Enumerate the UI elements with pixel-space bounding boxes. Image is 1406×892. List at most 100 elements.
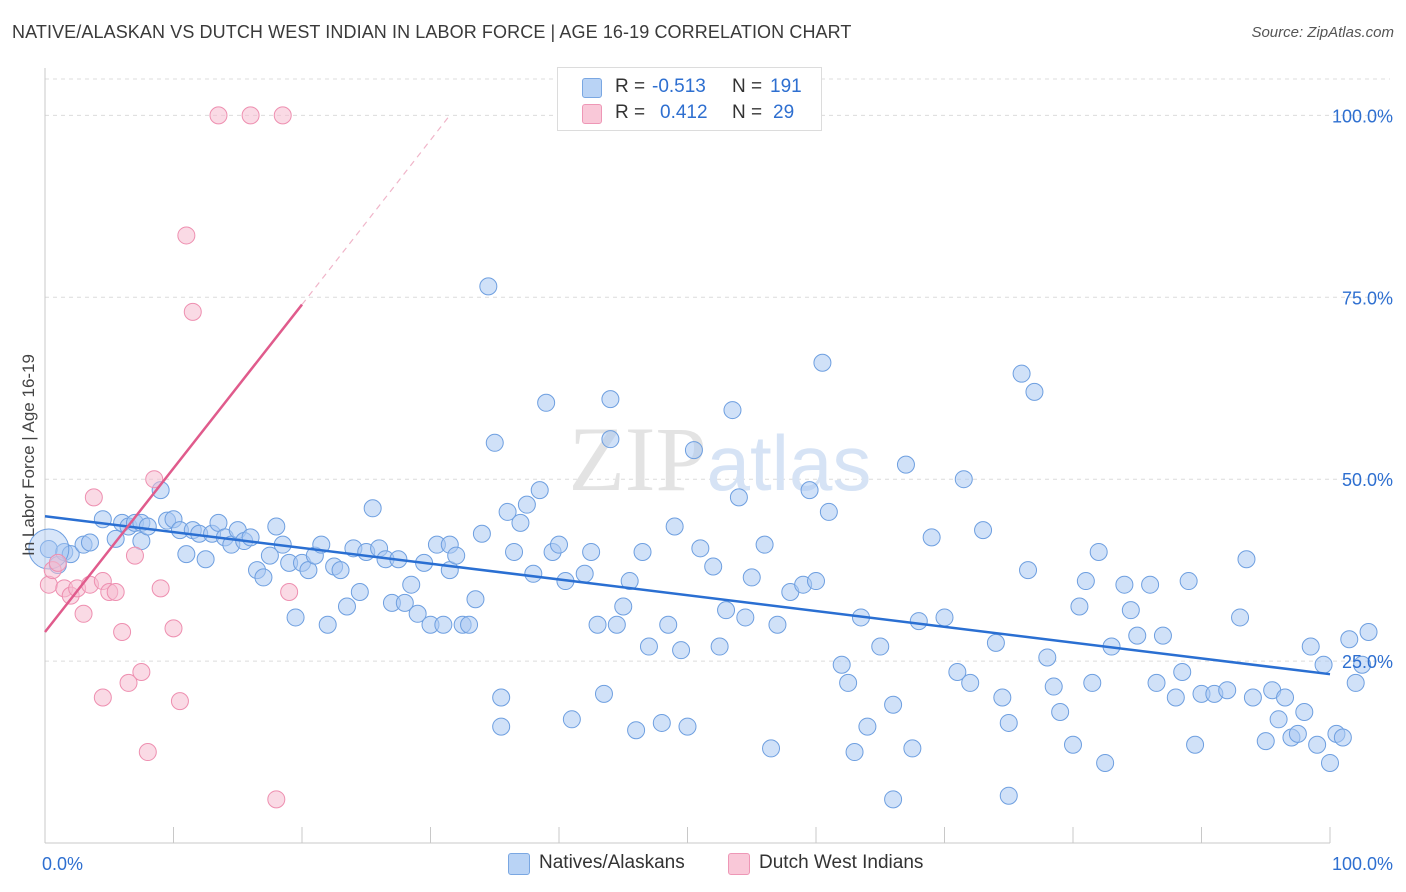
data-point-natives <box>588 615 607 634</box>
data-point-natives <box>678 717 697 736</box>
y-tick-label: 25.0% <box>1342 652 1393 672</box>
data-point-dutch <box>132 663 151 682</box>
data-point-natives <box>485 433 504 452</box>
data-point-natives <box>286 608 305 627</box>
data-point-natives <box>948 663 967 682</box>
data-point-natives <box>839 673 858 692</box>
data-point-natives <box>395 593 414 612</box>
data-point-natives <box>267 517 286 536</box>
x-tick-label-min: 0.0% <box>42 854 83 874</box>
data-point-natives <box>935 608 954 627</box>
trend-line-natives <box>44 515 1331 676</box>
data-point-natives <box>350 582 369 601</box>
data-point-natives <box>177 545 196 564</box>
data-point-dutch <box>74 604 93 623</box>
data-point-natives <box>1076 572 1095 591</box>
legend-n-label: N = <box>732 102 763 123</box>
data-point-natives <box>896 455 915 474</box>
data-point-natives <box>884 695 903 714</box>
data-point-dutch <box>151 579 170 598</box>
data-point-natives <box>993 688 1012 707</box>
data-point-natives <box>1288 724 1307 743</box>
data-point-dutch <box>183 302 202 321</box>
data-point-natives <box>1243 688 1262 707</box>
data-point-dutch <box>106 582 125 601</box>
data-point-dutch <box>267 790 286 809</box>
data-point-natives <box>974 521 993 540</box>
data-point-natives <box>1096 753 1115 772</box>
data-point-natives <box>1089 542 1108 561</box>
legend-swatch-pink <box>582 104 602 124</box>
data-point-dutch <box>48 553 67 572</box>
x-tick-label-max: 100.0% <box>1332 854 1393 874</box>
data-point-natives <box>1308 735 1327 754</box>
legend-r-label: R = <box>615 102 646 123</box>
data-point-natives <box>1153 626 1172 645</box>
data-point-natives <box>659 615 678 634</box>
legend-n-label: N = <box>732 76 763 97</box>
bottom-legend-label: Dutch West Indians <box>759 852 924 873</box>
chart-title: NATIVE/ALASKAN VS DUTCH WEST INDIAN IN L… <box>12 22 852 42</box>
legend-r-label: R = <box>615 76 646 97</box>
data-point-natives <box>1128 626 1147 645</box>
data-point-natives <box>845 743 864 762</box>
data-point-natives <box>337 597 356 616</box>
legend-swatch-blue <box>582 78 602 98</box>
data-point-natives <box>402 575 421 594</box>
data-point-natives <box>363 499 382 518</box>
data-point-natives <box>717 601 736 620</box>
data-point-natives <box>723 401 742 420</box>
data-point-natives <box>562 710 581 729</box>
data-point-natives <box>582 542 601 561</box>
y-axis-label: In Labor Force | Age 16-19 <box>19 354 38 556</box>
data-point-natives <box>1333 728 1352 747</box>
data-point-natives <box>492 717 511 736</box>
data-point-natives <box>884 790 903 809</box>
y-tick-label: 50.0% <box>1342 470 1393 490</box>
data-point-natives <box>999 713 1018 732</box>
data-point-natives <box>755 535 774 554</box>
data-point-natives <box>472 524 491 543</box>
data-point-natives <box>1321 753 1339 772</box>
data-point-natives <box>871 637 890 656</box>
data-point-natives <box>1301 637 1320 656</box>
data-point-natives <box>652 713 671 732</box>
data-point-dutch <box>93 688 112 707</box>
data-point-natives <box>318 615 337 634</box>
correlation-legend: R = -0.513 N = 191 R = 0.412 N = 29 <box>557 67 822 131</box>
data-point-natives <box>530 481 549 500</box>
data-point-natives <box>1147 673 1166 692</box>
data-point-natives <box>331 561 350 580</box>
data-point-natives <box>517 495 536 514</box>
data-point-dutch <box>113 622 132 641</box>
data-point-natives <box>138 517 157 536</box>
series-dutch-west-indians <box>39 106 299 809</box>
data-point-natives <box>954 470 973 489</box>
data-point-natives <box>479 277 498 296</box>
trend-line-dutch <box>44 303 303 633</box>
y-tick-label: 75.0% <box>1342 288 1393 308</box>
data-point-natives <box>1359 622 1378 641</box>
data-point-natives <box>1218 681 1237 700</box>
data-point-natives <box>903 739 922 758</box>
legend-r-value: -0.513 <box>652 76 706 97</box>
data-point-natives <box>1346 673 1365 692</box>
data-point-natives <box>1083 673 1102 692</box>
data-point-natives <box>1295 703 1314 722</box>
data-point-natives <box>1237 550 1256 569</box>
data-point-natives <box>1269 710 1288 729</box>
data-point-dutch <box>119 673 138 692</box>
data-point-natives <box>672 641 691 660</box>
data-point-natives <box>466 590 485 609</box>
data-point-natives <box>832 655 851 674</box>
data-point-natives <box>80 533 99 552</box>
legend-r-value: 0.412 <box>660 102 708 123</box>
data-point-natives <box>524 564 543 583</box>
data-point-dutch <box>125 546 144 565</box>
data-point-natives <box>909 612 928 631</box>
y-tick-label: 100.0% <box>1332 106 1393 126</box>
data-point-dutch <box>177 226 196 245</box>
data-point-natives <box>550 535 568 554</box>
data-point-natives <box>762 739 781 758</box>
data-point-dutch <box>280 582 299 601</box>
